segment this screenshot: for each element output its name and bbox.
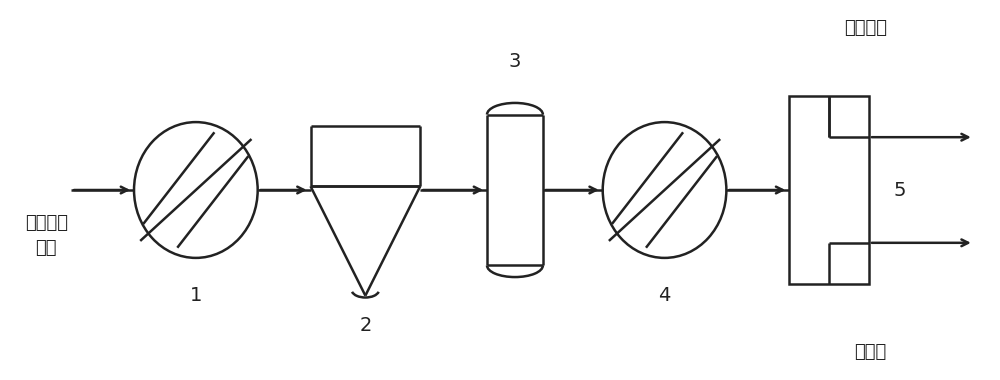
Text: 5: 5 <box>894 180 906 200</box>
Bar <box>789 96 869 284</box>
Text: 渗透气: 渗透气 <box>854 343 886 361</box>
Text: 3: 3 <box>509 52 521 71</box>
Text: 1: 1 <box>190 286 202 305</box>
Text: 循环氢原
料气: 循环氢原 料气 <box>25 214 68 257</box>
Text: 2: 2 <box>359 316 372 335</box>
Text: 非渗透气: 非渗透气 <box>844 19 887 37</box>
Text: 4: 4 <box>658 286 671 305</box>
